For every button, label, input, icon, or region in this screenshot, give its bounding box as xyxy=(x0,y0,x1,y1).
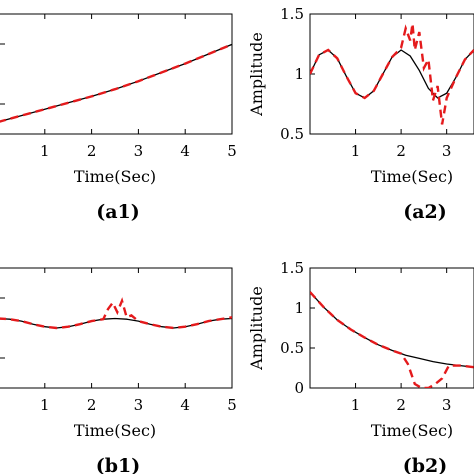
plot-frame xyxy=(309,13,474,135)
y-tick-label: 1 xyxy=(294,65,304,83)
x-tick-label: 3 xyxy=(442,396,452,414)
panel-a2: 1 2 3 0.5 1 1.5 Time(Sec) Amplitude (a2) xyxy=(247,5,474,223)
x-tick-label: 2 xyxy=(396,142,406,160)
panel-a1: 1 2 3 4 5 Time(Sec) (a1) xyxy=(0,13,237,223)
x-tick-label: 4 xyxy=(180,396,190,414)
x-tick-label: 4 xyxy=(180,142,190,160)
y-tick-label: 1.5 xyxy=(280,259,304,277)
x-tick-label: 2 xyxy=(396,396,406,414)
x-axis-label: Time(Sec) xyxy=(371,167,453,186)
panel-b1: 1 2 3 4 5 Time(Sec) (b1) xyxy=(0,267,237,474)
panel-label: (b1) xyxy=(96,455,141,474)
y-tick-label: 0.5 xyxy=(280,339,304,357)
y-tick-label: 0.5 xyxy=(280,125,304,143)
panel-label: (b2) xyxy=(403,455,448,474)
x-tick-label: 3 xyxy=(134,396,144,414)
x-tick-label: 1 xyxy=(351,142,361,160)
x-tick-label: 1 xyxy=(351,396,361,414)
x-tick-label: 1 xyxy=(40,142,50,160)
y-tick-label: 1.5 xyxy=(280,5,304,23)
x-axis-label: Time(Sec) xyxy=(74,167,156,186)
x-tick-label: 2 xyxy=(87,142,97,160)
x-tick-label: 3 xyxy=(134,142,144,160)
panel-b2: 1 2 3 0 0.5 1 1.5 Time(Sec) Amplitude (b2) xyxy=(247,259,474,474)
x-tick-label: 5 xyxy=(227,396,237,414)
plot-frame xyxy=(0,13,233,135)
series-line-estimated xyxy=(0,43,232,123)
series-line-estimated xyxy=(310,291,474,388)
plot-frame xyxy=(0,267,233,389)
x-tick-label: 3 xyxy=(442,142,452,160)
x-axis-label: Time(Sec) xyxy=(74,421,156,440)
series-line-estimated xyxy=(310,23,474,125)
y-tick-label: 1 xyxy=(294,299,304,317)
x-axis-label: Time(Sec) xyxy=(371,421,453,440)
y-axis-label: Amplitude xyxy=(247,32,266,117)
y-axis-label: Amplitude xyxy=(247,286,266,371)
panel-label: (a1) xyxy=(96,201,140,223)
series-line-estimated xyxy=(0,297,232,330)
series-line-reference xyxy=(310,291,474,368)
panel-label: (a2) xyxy=(403,201,447,223)
plot-frame xyxy=(309,267,474,389)
x-tick-label: 2 xyxy=(87,396,97,414)
x-tick-label: 1 xyxy=(40,396,50,414)
x-tick-label: 5 xyxy=(227,142,237,160)
y-tick-label: 0 xyxy=(294,379,304,397)
series-line-reference xyxy=(0,43,232,123)
